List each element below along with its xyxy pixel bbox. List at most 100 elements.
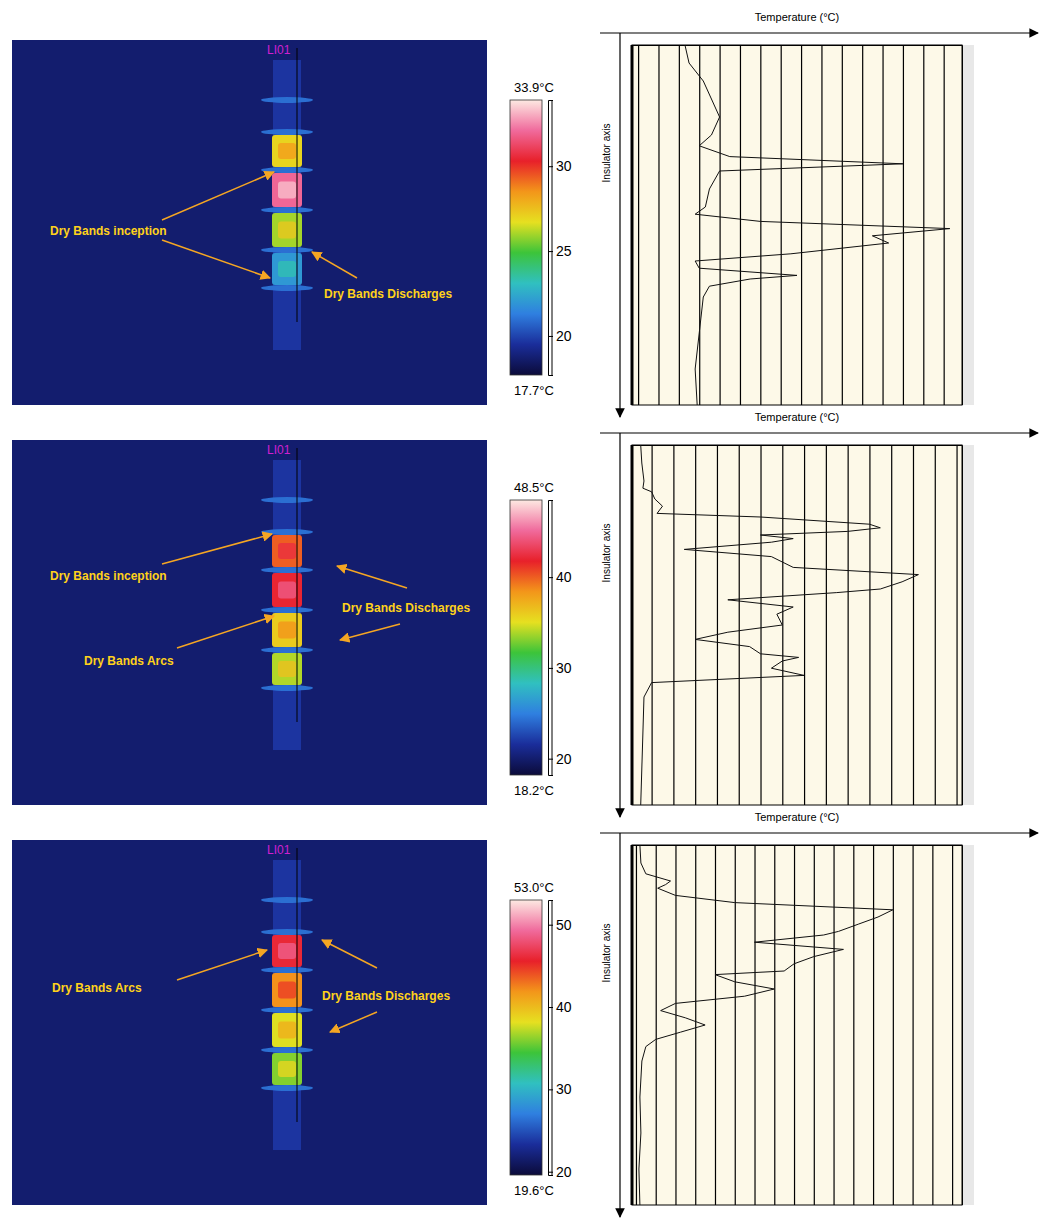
temperature-axis-line xyxy=(633,46,963,406)
grid-line xyxy=(833,845,834,1205)
grid-line xyxy=(636,845,637,1205)
grid-line xyxy=(652,445,653,805)
colorbar xyxy=(510,900,542,1175)
colorbar-max-label: 33.9°C xyxy=(514,80,554,95)
thermal-image: LI01Dry Bands ArcsDry Bands Discharges xyxy=(12,840,487,1205)
grid-line xyxy=(893,845,894,1205)
grid-line xyxy=(882,45,883,405)
axis-title: Temperature (°C) xyxy=(755,411,839,423)
grid-line xyxy=(794,845,795,1205)
annotation-arrow xyxy=(337,566,407,588)
grid-line xyxy=(760,445,761,805)
grid-line xyxy=(673,445,674,805)
grid-line xyxy=(740,45,741,405)
colorbar-tick-label: 20 xyxy=(556,328,572,344)
insulator-shed xyxy=(261,497,313,503)
axis-title: Temperature (°C) xyxy=(755,811,839,823)
plot-area xyxy=(641,445,919,805)
colorbar-max-label: 53.0°C xyxy=(514,880,554,895)
colorbar-axis: 202530 xyxy=(548,101,572,376)
image-background xyxy=(12,40,487,405)
grid-line xyxy=(760,45,761,405)
axis-title: Insulator axis xyxy=(601,524,612,583)
colorbar-axis-line xyxy=(552,900,553,1175)
plot-background xyxy=(632,445,962,805)
hot-band-core xyxy=(278,143,296,159)
grid-line xyxy=(638,45,639,405)
colorbar-min-label: 19.6°C xyxy=(514,1183,554,1198)
insulator-shed xyxy=(261,207,313,213)
grid-line xyxy=(944,45,945,405)
plot-left-edge xyxy=(631,445,634,805)
plot-area xyxy=(639,845,893,1205)
annotation-arrow xyxy=(177,616,274,648)
plot-background xyxy=(632,45,962,405)
insulator-shed xyxy=(261,1047,313,1053)
profile-line-marker xyxy=(297,848,298,1122)
axis-title: Temperature (°C) xyxy=(755,11,839,23)
temperature-axis xyxy=(633,445,963,805)
grid-line xyxy=(912,845,913,1205)
insulator-shed xyxy=(261,967,313,973)
plot-side-shade xyxy=(962,45,974,405)
axis-arrow xyxy=(619,33,620,417)
colorbar-tick-label: 50 xyxy=(556,917,572,933)
grid-line xyxy=(679,45,680,405)
grid-line xyxy=(781,45,782,405)
image-background xyxy=(12,840,487,1205)
grid-line xyxy=(891,445,892,805)
insulator-shed xyxy=(261,647,313,653)
colorbar-axis-line xyxy=(549,101,554,376)
profile-line-marker xyxy=(297,448,298,722)
annotation: Dry Bands inception xyxy=(50,224,167,238)
grid-line xyxy=(739,445,740,805)
plot-left-edge xyxy=(631,845,634,1205)
grid-line xyxy=(801,45,802,405)
insulator-shed xyxy=(261,1007,313,1013)
grid-line xyxy=(699,45,700,405)
axis-arrow xyxy=(619,433,620,817)
annotation: Dry Bands Arcs xyxy=(52,981,142,995)
grid-line xyxy=(932,845,933,1205)
insulator-shed xyxy=(261,897,313,903)
plot-frame xyxy=(632,445,962,805)
insulator-shed xyxy=(261,285,313,291)
insulator-shed xyxy=(261,929,313,935)
hot-band-core xyxy=(278,982,296,999)
plot-side-shade xyxy=(962,845,974,1205)
grid-line xyxy=(821,45,822,405)
plot-area xyxy=(685,45,950,405)
grid-line xyxy=(804,445,805,805)
plot-left-edge xyxy=(631,45,634,405)
annotation: Dry Bands Discharges xyxy=(324,287,452,301)
temperature-profile xyxy=(685,45,950,405)
annotation: Dry Bands Discharges xyxy=(342,601,470,615)
colorbar-tick-label: 30 xyxy=(556,1081,572,1097)
grid-line xyxy=(695,445,696,805)
grid-line xyxy=(717,445,718,805)
insulator-shed xyxy=(261,247,313,253)
grid-line xyxy=(826,445,827,805)
grid-line xyxy=(873,845,874,1205)
image-label: LI01 xyxy=(267,43,291,57)
colorbar-tick-label: 20 xyxy=(556,751,572,767)
grid-line xyxy=(735,845,736,1205)
grid-line xyxy=(814,845,815,1205)
temperature-profile xyxy=(639,845,893,1205)
axis-arrow xyxy=(600,832,1038,833)
colorbar-axis-line xyxy=(549,501,554,776)
hot-band-core xyxy=(278,261,296,277)
plot-frame xyxy=(632,845,962,1205)
grid-line xyxy=(869,445,870,805)
grid-line xyxy=(952,845,953,1205)
grid-line xyxy=(715,845,716,1205)
insulator-shed xyxy=(261,97,313,103)
axis-arrow xyxy=(600,432,1038,433)
thermal-image: LI01 Dry Bands inception Dry Bands Dischar… xyxy=(12,40,487,405)
colorbar-min-label: 17.7°C xyxy=(514,383,554,398)
annotation: Dry Bands inception xyxy=(50,569,167,583)
annotation-arrow xyxy=(162,172,274,220)
insulator-shed xyxy=(261,607,313,613)
grid-line xyxy=(903,45,904,405)
hot-band-core xyxy=(278,582,296,599)
